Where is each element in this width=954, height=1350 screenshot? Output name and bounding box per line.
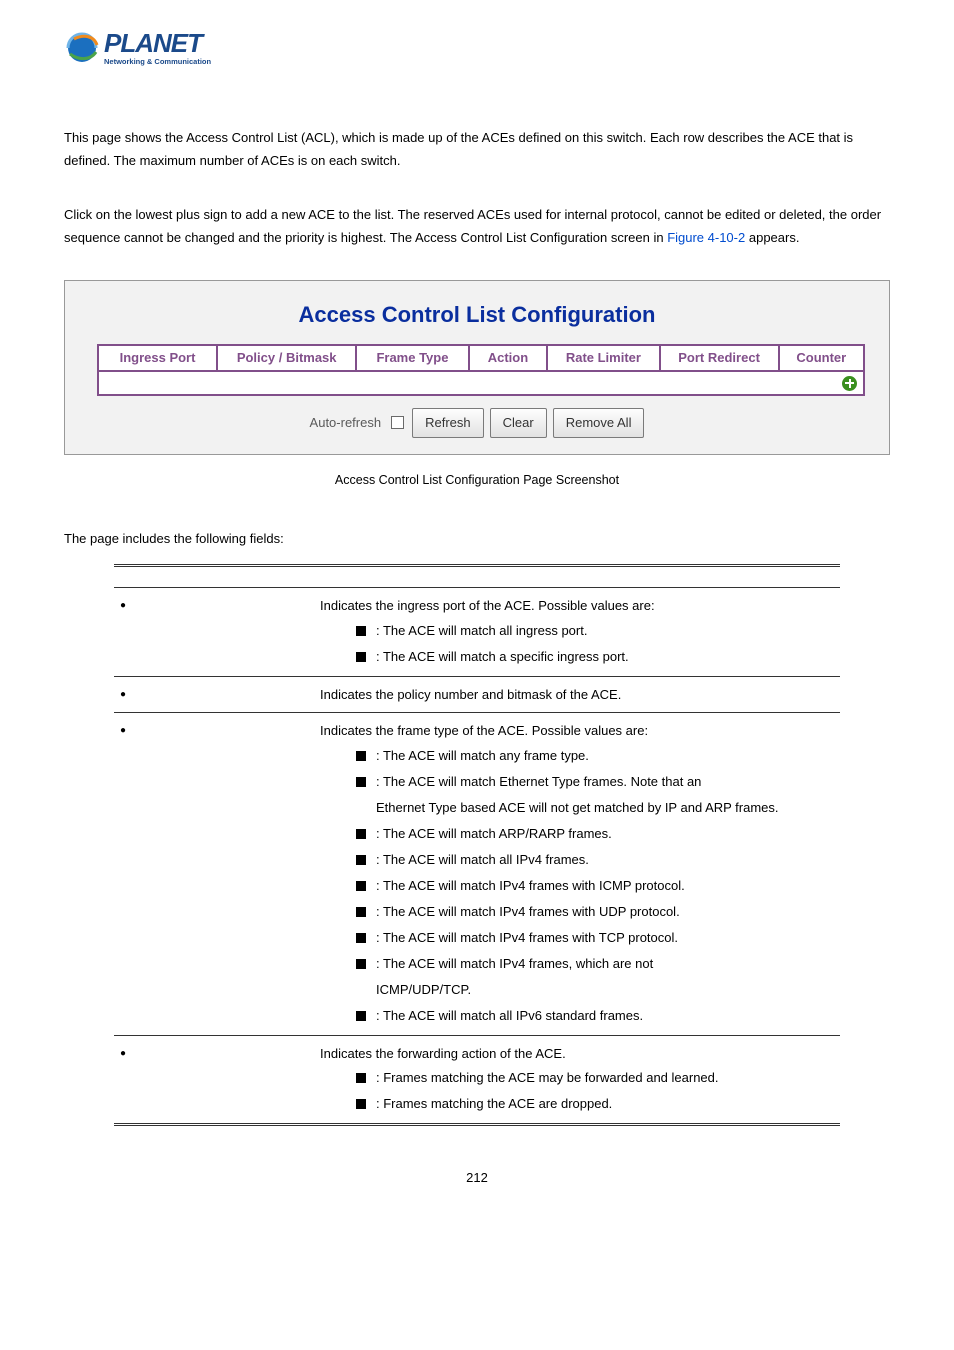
row2-lead: Indicates the policy number and bitmask … — [320, 683, 834, 706]
r3-i9: : The ACE will match all IPv6 standard f… — [376, 1008, 643, 1023]
list-item: : Frames matching the ACE are dropped. — [356, 1091, 834, 1117]
square-icon — [356, 777, 366, 787]
list-item: : The ACE will match IPv4 frames with TC… — [356, 925, 834, 951]
intro2b-text: appears. — [749, 230, 800, 245]
square-icon — [356, 855, 366, 865]
r3-i3: : The ACE will match ARP/RARP frames. — [376, 826, 612, 841]
acl-header-row: Ingress Port Policy / Bitmask Frame Type… — [97, 344, 865, 372]
acl-table-wrap: Ingress Port Policy / Bitmask Frame Type… — [85, 344, 869, 396]
r3-i7: : The ACE will match IPv4 frames with TC… — [376, 930, 678, 945]
r3-i8: : The ACE will match IPv4 frames, which … — [376, 956, 653, 971]
square-icon — [356, 1011, 366, 1021]
bullet-icon: ● — [120, 689, 126, 700]
r3-i2-cont: Ethernet Type based ACE will not get mat… — [320, 795, 834, 821]
figure-reference: Figure 4-10-2 — [667, 230, 745, 245]
bullet-icon: ● — [120, 725, 126, 736]
row3-lead: Indicates the frame type of the ACE. Pos… — [320, 719, 834, 742]
logo-text: PLANET Networking & Communication — [104, 30, 211, 66]
list-item: : The ACE will match IPv4 frames with UD… — [356, 899, 834, 925]
square-icon — [356, 751, 366, 761]
list-item: : The ACE will match all IPv6 standard f… — [356, 1003, 834, 1029]
intro-paragraph-1: This page shows the Access Control List … — [64, 126, 890, 173]
list-item: : The ACE will match all ingress port. — [356, 618, 834, 644]
list-item: : The ACE will match any frame type. — [356, 743, 834, 769]
r3-i8-cont: ICMP/UDP/TCP. — [320, 977, 834, 1003]
globe-icon — [64, 30, 100, 66]
autorefresh-label: Auto-refresh — [310, 411, 382, 434]
r3-i5: : The ACE will match IPv4 frames with IC… — [376, 878, 685, 893]
brand-logo: PLANET Networking & Communication — [64, 30, 890, 66]
square-icon — [356, 1073, 366, 1083]
fields-intro: The page includes the following fields: — [64, 527, 890, 550]
refresh-button[interactable]: Refresh — [412, 408, 484, 437]
col-ingress-port: Ingress Port — [99, 346, 218, 370]
acl-add-row — [97, 372, 865, 396]
list-item: : The ACE will match IPv4 frames with IC… — [356, 873, 834, 899]
square-icon — [356, 933, 366, 943]
intro-paragraph-2: Click on the lowest plus sign to add a n… — [64, 203, 890, 250]
add-ace-icon[interactable] — [842, 376, 857, 391]
bullet-icon: ● — [120, 600, 126, 611]
square-icon — [356, 881, 366, 891]
square-icon — [356, 829, 366, 839]
r3-i1: : The ACE will match any frame type. — [376, 748, 589, 763]
acl-controls: Auto-refresh Refresh Clear Remove All — [85, 408, 869, 437]
col-frame-type: Frame Type — [357, 346, 469, 370]
clear-button[interactable]: Clear — [490, 408, 547, 437]
r3-i6: : The ACE will match IPv4 frames with UD… — [376, 904, 680, 919]
bullet-icon: ● — [120, 1048, 126, 1059]
col-rate-limiter: Rate Limiter — [548, 346, 660, 370]
acl-config-screenshot: Access Control List Configuration Ingres… — [64, 280, 890, 455]
removeall-button[interactable]: Remove All — [553, 408, 645, 437]
table-header-row — [114, 566, 840, 588]
intro1-tail: on each switch. — [311, 153, 401, 168]
square-icon — [356, 907, 366, 917]
list-item: : The ACE will match Ethernet Type frame… — [356, 769, 834, 795]
logo-tagline: Networking & Communication — [104, 58, 211, 66]
autorefresh-checkbox[interactable] — [391, 416, 404, 429]
col-counter: Counter — [780, 346, 863, 370]
table-row: ● Indicates the policy number and bitmas… — [114, 676, 840, 712]
r4-i2: : Frames matching the ACE are dropped. — [376, 1096, 612, 1111]
table-row: ● Indicates the forwarding action of the… — [114, 1035, 840, 1124]
row4-lead: Indicates the forwarding action of the A… — [320, 1042, 834, 1065]
list-item: : Frames matching the ACE may be forward… — [356, 1065, 834, 1091]
col-policy-bitmask: Policy / Bitmask — [218, 346, 357, 370]
intro1-text: This page shows the Access Control List … — [64, 130, 853, 168]
page-number: 212 — [64, 1166, 890, 1189]
list-item: : The ACE will match a specific ingress … — [356, 644, 834, 670]
list-item: : The ACE will match all IPv4 frames. — [356, 847, 834, 873]
col-action: Action — [470, 346, 549, 370]
row1-lead: Indicates the ingress port of the ACE. P… — [320, 594, 834, 617]
square-icon — [356, 652, 366, 662]
r4-i1: : Frames matching the ACE may be forward… — [376, 1070, 719, 1085]
table-row: ● Indicates the frame type of the ACE. P… — [114, 713, 840, 1035]
square-icon — [356, 1099, 366, 1109]
r1-i1: : The ACE will match all ingress port. — [376, 623, 587, 638]
screenshot-caption: Access Control List Configuration Page S… — [64, 469, 890, 492]
r3-i4: : The ACE will match all IPv4 frames. — [376, 852, 589, 867]
square-icon — [356, 959, 366, 969]
col-port-redirect: Port Redirect — [661, 346, 780, 370]
r1-i2: : The ACE will match a specific ingress … — [376, 649, 629, 664]
acl-title: Access Control List Configuration — [85, 295, 869, 335]
list-item: : The ACE will match IPv4 frames, which … — [356, 951, 834, 977]
table-row: ● Indicates the ingress port of the ACE.… — [114, 588, 840, 676]
square-icon — [356, 626, 366, 636]
fields-table: ● Indicates the ingress port of the ACE.… — [114, 564, 840, 1126]
r3-i2: : The ACE will match Ethernet Type frame… — [376, 774, 701, 789]
list-item: : The ACE will match ARP/RARP frames. — [356, 821, 834, 847]
page-root: PLANET Networking & Communication This p… — [0, 0, 954, 1229]
logo-word: PLANET — [104, 30, 211, 56]
